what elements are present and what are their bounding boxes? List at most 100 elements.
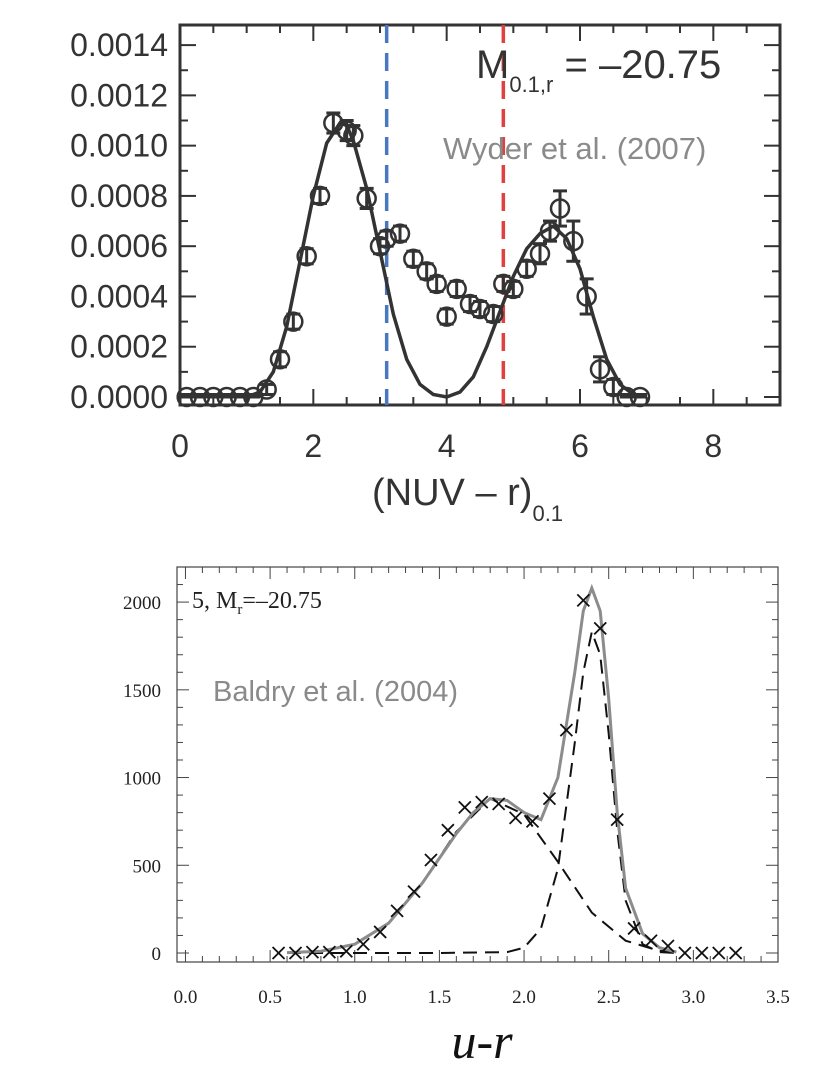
top-data-point — [269, 349, 291, 370]
bottom-data-point — [458, 800, 472, 815]
top-y-tick-label: 0.0010 — [70, 128, 168, 164]
bottom-x-tick-label: 3.5 — [766, 987, 790, 1008]
bottom-data-point — [542, 791, 557, 806]
top-data-point — [296, 245, 317, 267]
bottom-x-tick-label: 2.0 — [512, 987, 536, 1008]
top-data-point — [403, 248, 424, 270]
bottom-data-point — [475, 795, 489, 809]
bottom-data-points — [271, 593, 743, 960]
top-x-axis-label-main: (NUV – r) — [372, 472, 532, 514]
top-source-label: Wyder et al. (2007) — [443, 131, 706, 166]
top-y-tick-label: 0.0002 — [70, 329, 168, 365]
bottom-data-point — [441, 823, 455, 837]
top-data-point — [469, 298, 491, 320]
top-y-tick-label: 0.0014 — [70, 27, 168, 63]
bottom-data-point — [390, 904, 404, 918]
bottom-x-tick-label: 2.5 — [597, 987, 621, 1008]
bottom-data-point — [576, 593, 590, 607]
top-y-tick-label: 0.0000 — [70, 379, 168, 415]
top-annotation-main: M — [476, 43, 509, 87]
top-x-tick-label: 8 — [704, 428, 722, 464]
top-data-point — [483, 303, 504, 325]
top-x-axis-label: (NUV – r)0.1 — [372, 472, 563, 526]
top-data-point — [389, 223, 411, 244]
top-y-tick-label: 0.0008 — [70, 178, 168, 214]
top-data-point — [629, 386, 651, 408]
bottom-data-point — [627, 921, 641, 936]
top-x-tick-labels: 0 2 4 6 8 — [171, 428, 722, 464]
top-y-tick-label: 0.0006 — [70, 228, 168, 264]
bottom-ticks — [177, 566, 779, 962]
bottom-plot-frame — [176, 566, 779, 963]
top-data-point — [436, 306, 457, 327]
bottom-y-tick-labels: 0 500 1000 1500 2000 — [123, 593, 161, 965]
top-data-point — [356, 188, 377, 209]
bottom-data-point — [712, 946, 726, 960]
top-annotation-sub: 0.1,r — [509, 72, 553, 97]
bottom-data-point — [729, 946, 743, 960]
bottom-annotation: 5, Mr=–20.75 — [192, 588, 322, 618]
bottom-panel: 0 500 1000 1500 2000 0.0 0.5 1.0 1.5 2.0 2.5 3.0 3.… — [123, 566, 790, 1069]
bottom-data-point — [407, 884, 421, 899]
top-x-tick-label: 0 — [171, 428, 189, 464]
bottom-data-point — [322, 945, 337, 959]
bottom-data-point — [661, 939, 675, 953]
bottom-data-point — [356, 937, 370, 951]
top-x-tick-label: 6 — [571, 428, 589, 464]
top-data-point — [416, 261, 437, 282]
top-data-point — [336, 120, 357, 141]
top-data-point — [603, 376, 624, 398]
top-x-tick-label: 4 — [438, 428, 456, 464]
bottom-annotation-value: =–20.75 — [242, 588, 322, 614]
bottom-x-tick-label: 1.5 — [428, 987, 452, 1008]
top-data-point — [549, 198, 571, 219]
top-y-tick-label: 0.0004 — [70, 278, 168, 314]
top-annotation: M0.1,r = –20.75 — [476, 43, 721, 97]
bottom-x-tick-label: 3.0 — [681, 987, 705, 1008]
bottom-data-point — [525, 814, 540, 829]
top-annotation-value: = –20.75 — [553, 43, 721, 87]
bottom-source-label: Baldry et al. (2004) — [213, 676, 458, 708]
bottom-data-point — [373, 925, 387, 939]
bottom-data-point — [288, 946, 303, 960]
top-data-point — [589, 359, 611, 380]
bottom-data-point — [559, 723, 574, 737]
top-data-point — [283, 311, 304, 332]
top-data-point — [576, 286, 597, 307]
bottom-annotation-sub: r — [237, 602, 242, 618]
top-data-points — [176, 111, 651, 408]
bottom-y-tick-label: 1500 — [123, 681, 161, 702]
bottom-data-point — [644, 934, 658, 948]
top-panel: 0.0000 0.0002 0.0004 0.0006 0.0008 0.0010 0.00… — [70, 23, 782, 526]
bottom-data-point — [695, 946, 709, 960]
top-data-point — [343, 125, 364, 146]
bottom-x-axis-label: u-r — [451, 1013, 513, 1069]
top-data-point — [529, 243, 551, 264]
top-data-point — [256, 379, 277, 400]
bottom-x-tick-labels: 0.0 0.5 1.0 1.5 2.0 2.5 3.0 3.5 — [174, 987, 790, 1008]
top-data-point — [563, 230, 584, 252]
top-x-tick-label: 2 — [304, 428, 322, 464]
top-data-point — [516, 258, 537, 280]
bottom-annotation-main: 5, M — [192, 588, 237, 614]
bottom-y-tick-label: 1000 — [123, 769, 161, 790]
bottom-data-point — [305, 945, 320, 959]
top-data-point — [503, 278, 524, 300]
top-data-point — [426, 273, 447, 295]
top-x-axis-label-sub: 0.1 — [532, 501, 563, 526]
top-data-point — [446, 278, 467, 300]
bottom-data-point — [271, 946, 286, 960]
bottom-data-point — [424, 853, 438, 867]
top-data-point — [309, 185, 331, 207]
top-vertical-lines — [384, 25, 506, 405]
top-ticks — [179, 25, 781, 405]
bottom-x-tick-label: 0.0 — [174, 987, 198, 1008]
top-y-tick-labels: 0.0000 0.0002 0.0004 0.0006 0.0008 0.0010 0.00… — [70, 27, 168, 415]
bottom-y-tick-label: 0 — [152, 944, 162, 965]
top-data-point — [376, 228, 397, 249]
bottom-data-point — [678, 946, 692, 960]
bottom-y-tick-label: 2000 — [123, 593, 161, 614]
bottom-data-point — [610, 813, 624, 827]
top-y-tick-label: 0.0012 — [70, 77, 168, 113]
